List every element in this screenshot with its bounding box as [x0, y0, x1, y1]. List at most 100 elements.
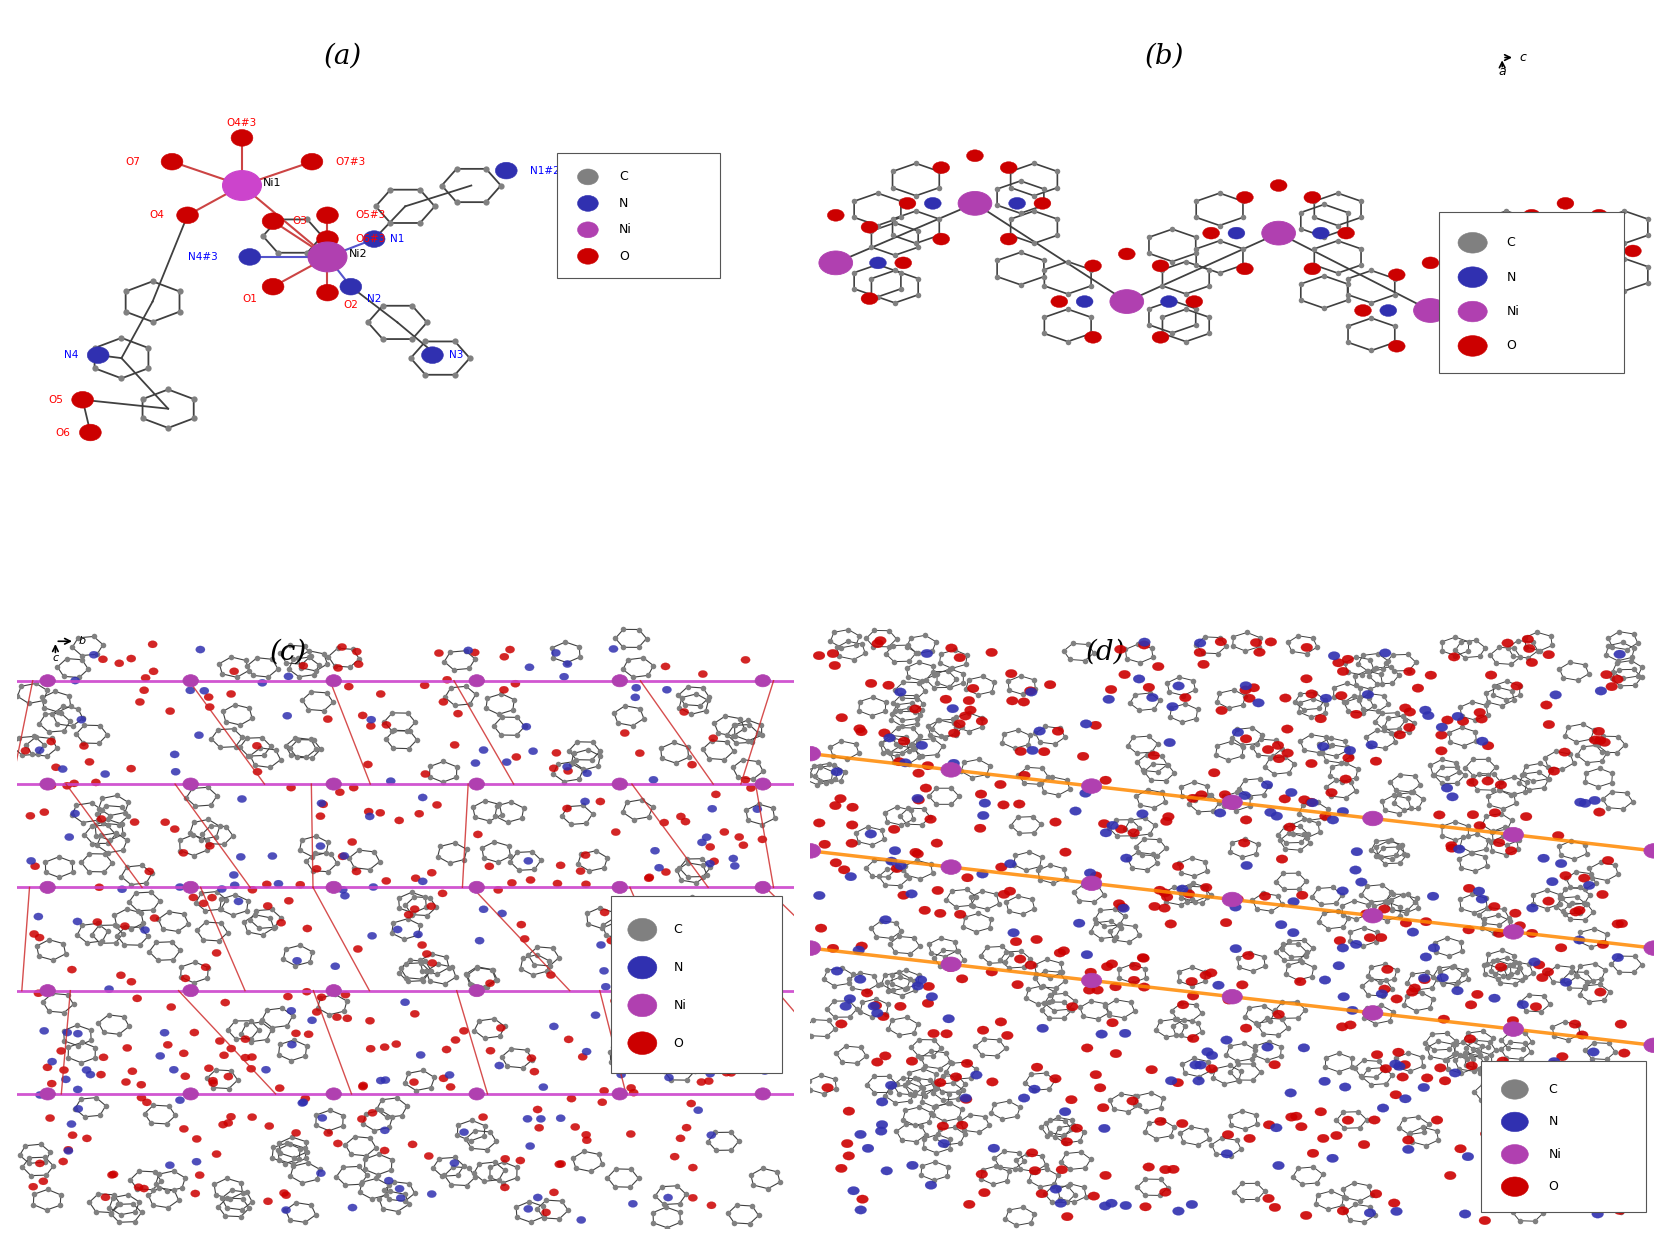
Circle shape	[485, 863, 495, 870]
Circle shape	[1578, 1195, 1589, 1203]
Circle shape	[1136, 954, 1150, 962]
Circle shape	[316, 207, 339, 223]
Circle shape	[409, 1141, 417, 1148]
Circle shape	[417, 941, 427, 949]
Circle shape	[1222, 795, 1242, 810]
Circle shape	[1588, 1048, 1599, 1056]
Circle shape	[1282, 749, 1293, 758]
Circle shape	[473, 831, 483, 838]
Circle shape	[139, 1185, 149, 1192]
Circle shape	[1194, 649, 1206, 657]
Text: c: c	[1518, 51, 1527, 64]
Circle shape	[395, 1194, 405, 1202]
Circle shape	[410, 1011, 420, 1018]
Circle shape	[1024, 687, 1035, 696]
Circle shape	[1270, 812, 1284, 821]
Circle shape	[342, 1014, 352, 1022]
Circle shape	[1277, 854, 1288, 863]
Circle shape	[169, 1066, 179, 1074]
Circle shape	[189, 782, 197, 790]
Circle shape	[1454, 1145, 1467, 1153]
Circle shape	[1533, 1182, 1545, 1190]
Circle shape	[131, 818, 139, 826]
Circle shape	[987, 1145, 999, 1152]
Circle shape	[1315, 1107, 1327, 1116]
Circle shape	[79, 424, 101, 441]
Circle shape	[1336, 887, 1348, 895]
Circle shape	[911, 849, 923, 858]
Circle shape	[1188, 794, 1199, 802]
Circle shape	[1358, 1141, 1370, 1148]
Circle shape	[1497, 1056, 1508, 1065]
Circle shape	[635, 749, 645, 756]
Circle shape	[263, 903, 273, 910]
Circle shape	[212, 1151, 222, 1158]
Circle shape	[1578, 874, 1589, 883]
Circle shape	[501, 1156, 509, 1162]
Text: O: O	[619, 249, 629, 263]
Circle shape	[997, 801, 1009, 810]
Circle shape	[316, 812, 326, 820]
Circle shape	[1186, 295, 1202, 308]
Circle shape	[1224, 799, 1236, 807]
Circle shape	[45, 1115, 55, 1122]
Circle shape	[114, 660, 124, 667]
Circle shape	[581, 880, 590, 888]
Circle shape	[316, 1169, 326, 1177]
Circle shape	[326, 882, 341, 893]
Circle shape	[676, 813, 685, 820]
Circle shape	[1300, 1211, 1312, 1220]
Circle shape	[1153, 662, 1164, 671]
Text: N2: N2	[367, 294, 382, 304]
Circle shape	[721, 1069, 731, 1076]
Circle shape	[900, 197, 916, 210]
Circle shape	[89, 651, 99, 658]
Circle shape	[1555, 944, 1566, 952]
Circle shape	[865, 680, 877, 688]
Circle shape	[662, 868, 670, 875]
Circle shape	[761, 1068, 769, 1075]
Circle shape	[71, 810, 79, 817]
Circle shape	[729, 862, 739, 869]
Circle shape	[1007, 929, 1019, 937]
Circle shape	[1027, 746, 1039, 755]
Circle shape	[230, 882, 240, 889]
Circle shape	[1143, 683, 1154, 692]
Circle shape	[1001, 161, 1017, 174]
Circle shape	[1459, 267, 1487, 288]
Circle shape	[814, 651, 825, 660]
Text: O4: O4	[149, 211, 164, 221]
Circle shape	[1548, 766, 1560, 775]
Circle shape	[367, 932, 377, 940]
Circle shape	[857, 1195, 868, 1204]
Circle shape	[1239, 686, 1252, 694]
Circle shape	[1613, 1190, 1624, 1199]
Circle shape	[1475, 714, 1487, 723]
Circle shape	[1379, 1064, 1391, 1073]
Circle shape	[895, 1002, 906, 1011]
Circle shape	[301, 1095, 309, 1102]
Circle shape	[961, 873, 973, 882]
Circle shape	[1262, 1194, 1275, 1203]
Circle shape	[409, 1079, 418, 1086]
Circle shape	[33, 990, 43, 997]
Circle shape	[1355, 305, 1371, 316]
Circle shape	[1115, 645, 1126, 653]
Circle shape	[121, 1079, 131, 1086]
Circle shape	[1548, 1058, 1560, 1066]
Circle shape	[301, 154, 323, 170]
Circle shape	[1518, 1110, 1530, 1117]
Circle shape	[744, 942, 753, 950]
Circle shape	[627, 1084, 635, 1091]
Circle shape	[1558, 748, 1571, 756]
Circle shape	[316, 284, 339, 301]
Text: O3: O3	[293, 216, 308, 226]
Circle shape	[1502, 1145, 1528, 1164]
Circle shape	[562, 661, 572, 667]
Circle shape	[35, 1159, 45, 1167]
Circle shape	[185, 687, 195, 694]
Circle shape	[164, 1042, 172, 1049]
Circle shape	[1110, 1049, 1121, 1058]
Circle shape	[498, 910, 506, 918]
Circle shape	[629, 919, 657, 941]
